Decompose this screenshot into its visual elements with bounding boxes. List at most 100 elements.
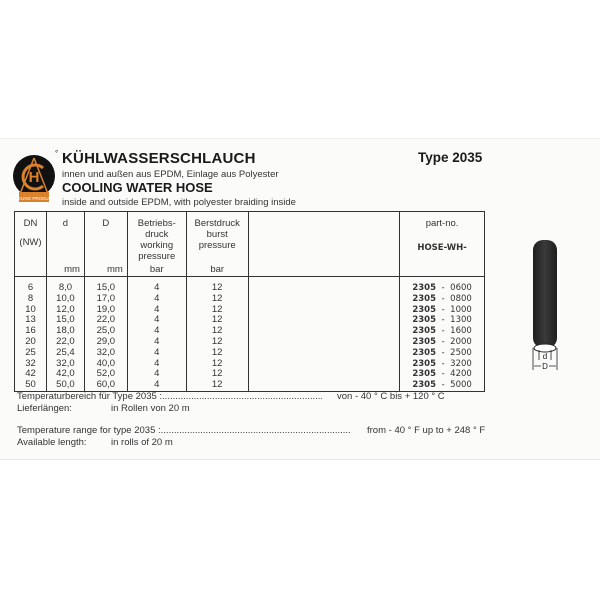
part-prefix: 2305 — [412, 336, 436, 347]
part-suffix: 0800 — [450, 293, 472, 304]
table-row: 16 18,0 25,0 4 12 2305 - 1600 — [14, 325, 485, 337]
cell-D: 15,0 — [83, 276, 128, 294]
cell-working: 4 — [126, 379, 187, 392]
header-line: Berstdruck — [194, 218, 240, 229]
part-prefix: 2305 — [412, 326, 436, 337]
subtitle-en: inside and outside EPDM, with polyester … — [62, 197, 296, 208]
temp-de-value: von - 40 ° C bis + 120 ° C — [337, 391, 445, 402]
cell-part-no: 2305 - 5000 — [399, 380, 485, 392]
length-en-value: in rolls of 20 m — [111, 437, 173, 448]
cell-d: 32,0 — [45, 358, 85, 370]
cell-part-no: 2305 - 3200 — [399, 358, 485, 370]
header-line: burst — [206, 229, 228, 240]
cell-blank — [247, 293, 401, 305]
header-line: DN — [23, 218, 38, 229]
header-unit: mm — [106, 264, 123, 275]
cell-dn: 50 — [14, 379, 47, 392]
column-header: Berstdruck burst pressure bar — [185, 211, 249, 277]
svg-text:H: H — [29, 169, 40, 186]
cell-D: 32,0 — [83, 347, 128, 359]
table-row: 20 22,0 29,0 4 12 2305 - 2000 — [14, 336, 485, 348]
cell-working: 4 — [126, 347, 187, 359]
cell-d: 15,0 — [45, 315, 85, 327]
cell-blank — [247, 304, 401, 316]
header-line: part-no. — [425, 218, 459, 229]
cell-part-no: 2305 - 1600 — [399, 326, 485, 337]
cell-part-no: 2305 - 1000 — [399, 304, 485, 316]
table-row: 6 8,0 15,0 4 12 2305 - 0600 — [14, 276, 485, 294]
cell-dn: 20 — [14, 336, 47, 348]
cell-part-no: 2305 - 2000 — [399, 336, 485, 348]
cell-blank — [247, 326, 401, 337]
table-row: 10 12,0 19,0 4 12 2305 - 1000 — [14, 304, 485, 316]
cell-burst: 12 — [185, 276, 249, 294]
part-prefix: 2305 — [412, 358, 436, 369]
cell-D: 60,0 — [83, 379, 128, 392]
column-header: Betriebs-druck working pressure bar — [126, 211, 187, 277]
column-header — [247, 211, 401, 277]
part-prefix: 2305 — [412, 304, 436, 315]
cell-dn: 16 — [14, 325, 47, 337]
part-suffix: 5000 — [450, 380, 472, 391]
temp-en-value: from - 40 ° F up to + 248 ° F — [367, 425, 486, 436]
cell-blank — [247, 336, 401, 348]
header-unit: mm — [64, 264, 80, 275]
cell-d: 22,0 — [45, 336, 85, 348]
part-prefix: 2305 — [412, 283, 436, 293]
table-row: 50 50,0 60,0 4 12 2305 - 5000 — [14, 379, 485, 392]
header-unit: bar — [210, 264, 225, 275]
part-suffix: 1600 — [450, 326, 472, 337]
part-suffix: 3200 — [450, 358, 472, 369]
cell-d: 50,0 — [45, 379, 85, 392]
cell-d: 12,0 — [45, 304, 85, 316]
header-line: working — [140, 240, 174, 251]
cell-part-no: 2305 - 0600 — [399, 276, 485, 294]
part-suffix: 1000 — [450, 304, 472, 315]
table-row: 32 32,0 40,0 4 12 2305 - 3200 — [14, 358, 485, 370]
header-line: pressure — [138, 251, 176, 262]
cell-blank — [247, 315, 401, 327]
title-en: COOLING WATER HOSE — [62, 180, 213, 195]
cell-D: 17,0 — [83, 293, 128, 305]
cell-working: 4 — [126, 276, 187, 294]
cell-blank — [247, 276, 401, 294]
cell-part-no: 2305 - 4200 — [399, 369, 485, 381]
hose-diagram: d D — [532, 240, 558, 371]
header-line: (NW) — [19, 237, 42, 248]
svg-text:COOLING PRODUCTS: COOLING PRODUCTS — [10, 196, 57, 201]
cell-blank — [247, 358, 401, 370]
header-line: druck — [145, 229, 169, 240]
cell-d: 10,0 — [45, 293, 85, 305]
column-header: DN (NW) — [14, 211, 47, 277]
cell-part-no: 2305 - 1300 — [399, 315, 485, 327]
header-line: D — [102, 218, 110, 229]
column-header: part-no. HOSE-WH- — [399, 211, 485, 277]
hose-icon — [533, 240, 557, 348]
part-prefix: 2305 — [412, 380, 436, 391]
cell-d: 42,0 — [45, 369, 85, 381]
length-de-label: Lieferlängen: — [17, 403, 72, 414]
part-suffix: 4200 — [450, 369, 472, 380]
title-de: KÜHLWASSERSCHLAUCH — [62, 150, 256, 167]
part-prefix: 2305 — [412, 293, 436, 304]
table-row: 8 10,0 17,0 4 12 2305 - 0800 — [14, 293, 485, 305]
cell-dn: 8 — [14, 293, 47, 305]
part-suffix: 1300 — [450, 315, 472, 326]
header-line: Betriebs- — [137, 218, 176, 229]
temp-de-label: Temperaturbereich für Type 2035 :.......… — [17, 391, 322, 402]
part-prefix: 2305 — [412, 369, 436, 380]
cell-dn: 25 — [14, 347, 47, 359]
length-de-value: in Rollen von 20 m — [111, 403, 190, 414]
cell-working: 4 — [126, 293, 187, 305]
table-row: 13 15,0 22,0 4 12 2305 - 1300 — [14, 315, 485, 327]
type-label: Type 2035 — [418, 150, 483, 165]
cell-dn: 32 — [14, 358, 47, 370]
cell-d: 18,0 — [45, 325, 85, 337]
cell-part-no: 2305 - 2500 — [399, 347, 485, 359]
table-row: 42 42,0 52,0 4 12 2305 - 4200 — [14, 369, 485, 381]
part-suffix: 0600 — [450, 283, 472, 293]
cell-dn: 13 — [14, 315, 47, 327]
cell-dn: 10 — [14, 304, 47, 316]
